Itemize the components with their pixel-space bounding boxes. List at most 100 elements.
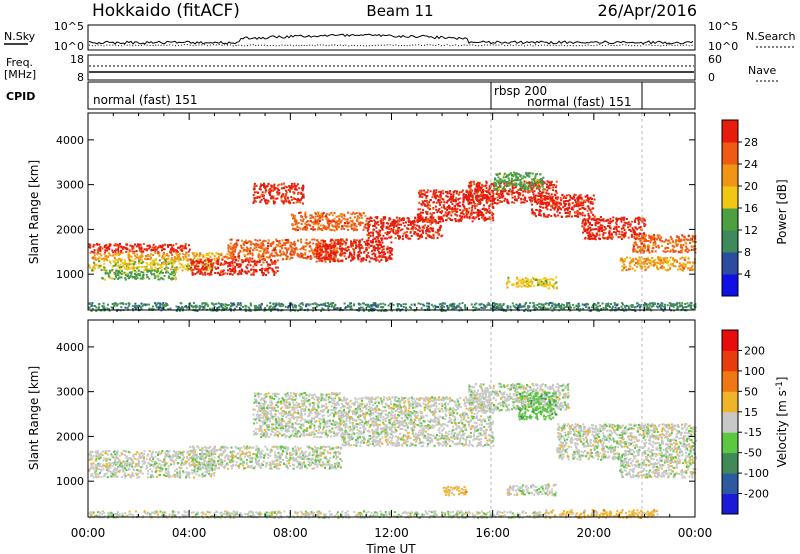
scatter-cell — [179, 258, 182, 261]
scatter-cell — [244, 260, 247, 262]
nsky-panel: N.Sky 10^5 10^0 10^5 10^0 N.Search — [4, 20, 796, 53]
scatter-cell — [165, 254, 168, 257]
scatter-cell — [355, 225, 358, 228]
scatter-cell — [395, 216, 398, 219]
cpid-mode-3: normal (fast) 151 — [527, 95, 631, 109]
scatter-cell — [318, 259, 321, 262]
scatter-cell — [341, 249, 343, 252]
scatter-cell — [259, 247, 262, 249]
scatter-cell — [333, 212, 336, 214]
scatter-cell — [550, 193, 553, 196]
scatter-cell — [641, 242, 644, 245]
scatter-cell — [386, 251, 389, 254]
scatter-cell — [114, 275, 117, 278]
scatter-cell — [586, 209, 589, 212]
scatter-cell — [165, 268, 168, 271]
scatter-cell — [166, 266, 169, 269]
scatter-cell — [590, 210, 593, 213]
scatter-cell — [418, 225, 420, 228]
scatter-cell — [475, 189, 478, 191]
scatter-cell — [255, 184, 258, 187]
scatter-cell — [592, 207, 595, 210]
scatter-cell — [359, 221, 362, 224]
scatter-cell — [201, 267, 204, 270]
scatter-cell — [681, 269, 684, 272]
freq-tick-high: 18 — [70, 53, 84, 66]
scatter-cell — [126, 306, 129, 309]
scatter-cell — [427, 225, 430, 228]
scatter-cell — [120, 249, 123, 252]
scatter-cell — [385, 260, 388, 262]
scatter-cell — [426, 212, 429, 215]
scatter-cell — [463, 206, 466, 208]
scatter-cell — [178, 262, 181, 265]
scatter-cell — [335, 223, 338, 226]
scatter-cell — [318, 253, 321, 256]
scatter-cell — [445, 219, 447, 222]
scatter-cell — [485, 184, 488, 187]
scatter-cell — [473, 180, 476, 183]
scatter-cell — [436, 195, 439, 197]
scatter-cell — [689, 261, 692, 264]
scatter-cell — [310, 227, 313, 230]
scatter-cell — [353, 224, 356, 227]
scatter-cell — [246, 263, 249, 266]
scatter-cell — [506, 183, 508, 186]
scatter-cell — [484, 194, 487, 196]
scatter-cell — [402, 232, 405, 235]
scatter-cell — [320, 249, 323, 251]
scatter-cell — [122, 262, 125, 265]
scatter-cell — [350, 240, 352, 243]
scatter-cell — [669, 236, 672, 238]
scatter-cell — [390, 235, 393, 238]
scatter-cell — [261, 258, 263, 261]
scatter-cell — [534, 200, 537, 203]
scatter-cell — [554, 186, 557, 189]
scatter-cell — [429, 236, 432, 238]
scatter-cell — [633, 235, 636, 238]
scatter-cell — [432, 227, 435, 230]
scatter-cell — [549, 184, 552, 187]
scatter-cell — [127, 304, 130, 307]
scatter-cell — [322, 227, 325, 229]
scatter-cell — [475, 196, 478, 199]
scatter-cell — [343, 214, 346, 217]
scatter-cell — [398, 223, 401, 226]
scatter-cell — [456, 210, 459, 213]
scatter-cell — [471, 216, 474, 219]
scatter-cell — [692, 236, 695, 239]
scatter-cell — [421, 217, 424, 220]
scatter-cell — [158, 254, 161, 257]
scatter-cell — [479, 194, 482, 197]
scatter-cell — [97, 257, 100, 260]
scatter-cell — [166, 261, 169, 264]
scatter-cell — [549, 197, 552, 200]
scatter-cell — [412, 226, 415, 229]
scatter-cell — [454, 200, 457, 202]
scatter-cell — [351, 255, 353, 258]
scatter-cell — [582, 207, 585, 209]
scatter-cell — [500, 181, 503, 184]
scatter-cell — [118, 266, 121, 269]
nsky-tick-low: 10^0 — [54, 40, 84, 53]
scatter-cell — [532, 193, 535, 196]
scatter-cell — [349, 251, 351, 254]
scatter-cell — [581, 214, 584, 217]
scatter-cell — [355, 212, 358, 215]
scatter-cell — [114, 251, 117, 254]
scatter-cell — [248, 250, 251, 253]
scatter-cell — [359, 244, 362, 247]
scatter-cell — [299, 248, 302, 251]
scatter-cell — [456, 190, 458, 193]
scatter-cell — [315, 253, 318, 256]
scatter-cell — [427, 189, 429, 192]
scatter-cell — [325, 254, 328, 256]
scatter-cell — [516, 190, 519, 193]
scatter-cell — [515, 199, 518, 202]
scatter-cell — [290, 182, 293, 185]
scatter-cell — [422, 225, 425, 228]
scatter-cell — [527, 187, 530, 190]
scatter-cell — [305, 238, 308, 241]
scatter-cell — [467, 190, 470, 193]
scatter-cell — [541, 179, 544, 182]
